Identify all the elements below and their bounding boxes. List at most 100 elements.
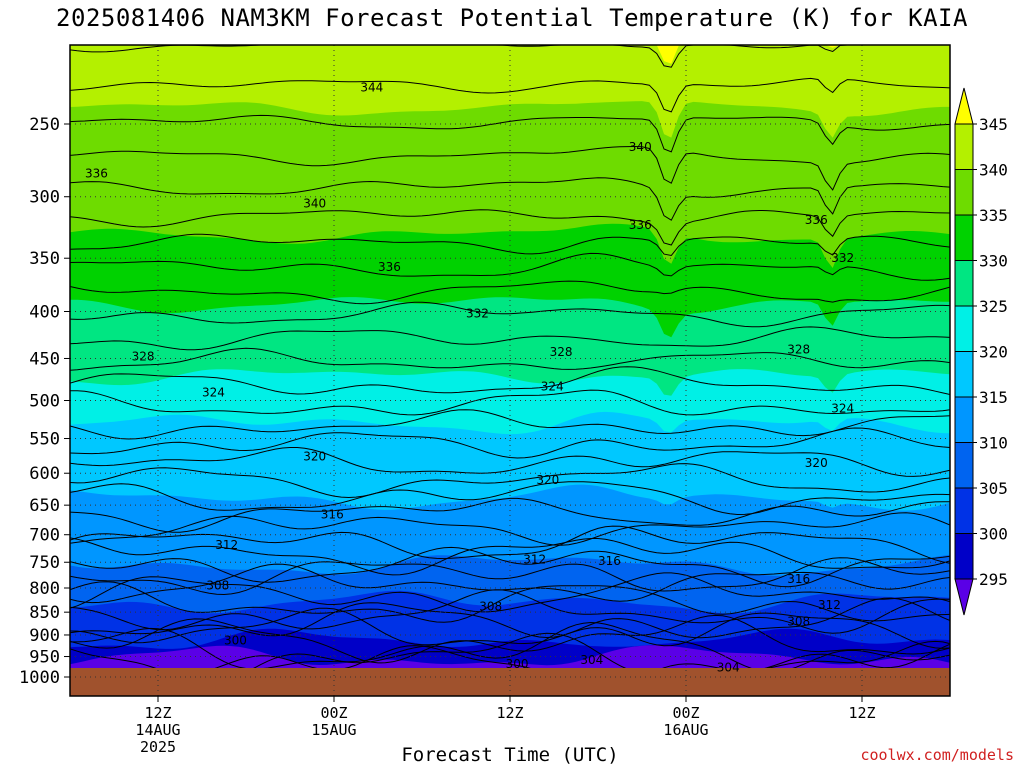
colorbar-label: 295 [979, 570, 1008, 589]
isentrope-line [70, 145, 950, 191]
contour-label: 312 [215, 538, 238, 552]
contour-label: 320 [536, 473, 559, 487]
isentrope-line [70, 497, 950, 533]
isentrope-line [70, 572, 950, 613]
contour-label: 328 [132, 350, 155, 364]
y-tick-label: 950 [29, 648, 60, 668]
colorbar-arrow-bottom [954, 578, 974, 616]
colorbar-label: 345 [979, 115, 1008, 134]
y-tick-label: 600 [29, 464, 60, 484]
colorbar-swatch [954, 123, 974, 170]
colorbar-label: 330 [979, 252, 1008, 271]
y-tick-label: 750 [29, 553, 60, 573]
y-tick-label: 350 [29, 249, 60, 269]
isentrope-line [70, 563, 950, 604]
x-tick-label: 2025 [140, 738, 176, 756]
contour-label: 336 [378, 260, 401, 274]
colorbar-swatch [954, 442, 974, 489]
y-tick-label: 500 [29, 392, 60, 412]
isentrope-line [70, 347, 950, 371]
isentrope-line [70, 409, 950, 440]
isentrope-line [70, 233, 950, 257]
y-tick-label: 450 [29, 349, 60, 369]
isentrope-line [70, 301, 950, 328]
y-tick-label: 400 [29, 302, 60, 322]
contour-label: 336 [85, 166, 108, 180]
contour-label: 304 [580, 653, 603, 667]
contour-label: 324 [202, 385, 225, 399]
isentrope-line [70, 640, 950, 692]
isentrope-line [70, 481, 950, 516]
colorbar-swatch [954, 305, 974, 352]
y-tick-label: 700 [29, 526, 60, 546]
chart-title: 2025081406 NAM3KM Forecast Potential Tem… [56, 4, 968, 32]
contour-label: 340 [629, 140, 652, 154]
isentrope-line [70, 512, 950, 546]
isentrope-line [70, 177, 950, 221]
isentrope-line [70, 209, 950, 246]
x-tick-label: 00Z [672, 704, 699, 722]
colorbar-swatch [954, 260, 974, 307]
x-tick-label: 12Z [496, 704, 523, 722]
y-tick-label: 650 [29, 496, 60, 516]
colorbar-swatch [954, 396, 974, 443]
contour-label: 316 [787, 572, 810, 586]
contour-label: 332 [831, 251, 854, 265]
isentrope-line [70, 557, 950, 596]
contour-label: 324 [831, 401, 854, 415]
colorbar-label: 325 [979, 297, 1008, 316]
contour-label: 320 [805, 456, 828, 470]
isentrope-line [70, 427, 950, 459]
isentrope-line [70, 597, 950, 639]
contour-label: 344 [360, 80, 383, 94]
x-tick-label: 12Z [144, 704, 171, 722]
y-tick-label: 900 [29, 626, 60, 646]
x-tick-label: 14AUG [135, 721, 180, 739]
contour-label: 300 [506, 657, 529, 671]
colorbar-label: 320 [979, 343, 1008, 362]
contour-label: 316 [598, 554, 621, 568]
contour-label: 332 [466, 306, 489, 320]
y-tick-label: 300 [29, 188, 60, 208]
contour-label: 308 [787, 614, 810, 628]
contour-label: 316 [321, 507, 344, 521]
colorbar-swatch [954, 487, 974, 534]
colorbar-label: 340 [979, 161, 1008, 180]
isentrope-line [70, 252, 950, 281]
colorbar-swatch [954, 533, 974, 580]
isentrope-line [70, 589, 950, 634]
colorbar-label: 305 [979, 479, 1008, 498]
contour-label: 312 [818, 598, 841, 612]
x-tick-label: 15AUG [311, 721, 356, 739]
y-tick-label: 1000 [19, 668, 60, 688]
colorbar-arrow-top [954, 87, 974, 125]
y-axis-ticks: 250 300 350 400 450 500 550 600 650 700 750 800 850 9… [19, 115, 70, 688]
x-tick-label: 00Z [320, 704, 347, 722]
contour-label: 328 [787, 343, 810, 357]
colorbar-label: 335 [979, 206, 1008, 225]
isentrope-line [70, 614, 950, 664]
contour-label: 300 [224, 633, 247, 647]
y-tick-label: 550 [29, 430, 60, 450]
isentrope-line [70, 463, 950, 499]
contour-label: 308 [479, 599, 502, 613]
contour-label: 336 [805, 213, 828, 227]
contour-label: 308 [206, 578, 229, 592]
colorbar-swatch [954, 351, 974, 398]
colorbar-swatch [954, 214, 974, 261]
site-credit[interactable]: coolwx.com/models [860, 746, 1014, 764]
contour-label: 328 [550, 345, 573, 359]
contour-label: 340 [303, 196, 326, 210]
y-tick-label: 800 [29, 579, 60, 599]
y-tick-label: 250 [29, 115, 60, 135]
contour-label: 312 [523, 553, 546, 567]
isentrope-line [70, 537, 950, 576]
isentrope-line [70, 77, 950, 113]
colorbar: 345 340 335 330 325 320 315 310 305 300 295 [954, 87, 1008, 616]
isentrope-line [70, 326, 950, 351]
contour-labels: 344 336 340 340 336 336 336 332 332 328 328 328 324 3… [85, 80, 854, 675]
contour-label: 304 [717, 661, 740, 675]
contour-label: 336 [629, 218, 652, 232]
